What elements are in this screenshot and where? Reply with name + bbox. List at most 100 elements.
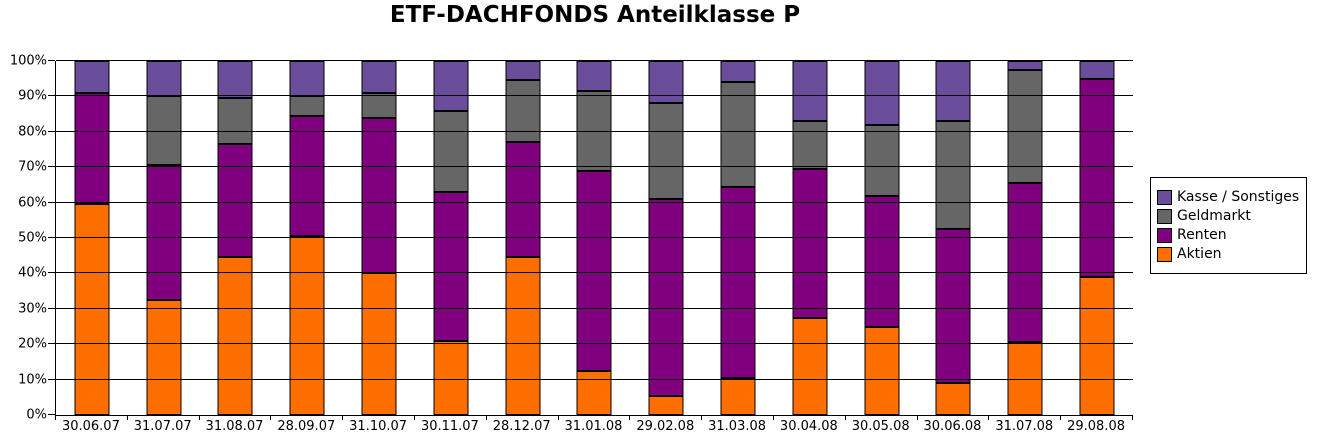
segment-geldmarkt [289, 96, 325, 116]
segment-kasse-sonstiges [792, 61, 828, 122]
gridline-30 [56, 307, 1133, 309]
x-axis-tick [772, 415, 774, 420]
segment-aktien [864, 326, 900, 415]
gridline-50 [56, 237, 1133, 238]
y-axis-tick [48, 95, 55, 97]
x-axis-tick [485, 415, 487, 420]
category-31.10.07 [343, 61, 415, 415]
segment-renten [217, 144, 253, 258]
legend-item-geldmarkt: Geldmarkt [1157, 208, 1300, 224]
stacked-bar-30.06.07 [74, 61, 110, 415]
stacked-bar-28.12.07 [505, 61, 541, 415]
segment-kasse-sonstiges [935, 61, 971, 122]
category-31.03.08 [702, 61, 774, 415]
gridline-20 [56, 343, 1133, 345]
bars-container [56, 61, 1133, 415]
segment-aktien [433, 340, 469, 415]
stacked-bar-29.08.08 [1079, 61, 1115, 415]
gridline-80 [56, 130, 1133, 132]
legend-swatch-icon [1157, 208, 1172, 224]
x-axis-label: 31.07.07 [133, 419, 192, 434]
segment-geldmarkt [505, 80, 541, 143]
legend-label: Aktien [1177, 246, 1222, 262]
gridline-60 [56, 201, 1133, 203]
x-axis-label: 31.07.08 [995, 419, 1054, 434]
stacked-bar-31.08.07 [217, 61, 253, 415]
y-axis-tick [48, 307, 55, 309]
gridline-40 [56, 272, 1133, 274]
x-axis-tick [844, 415, 846, 420]
segment-aktien [74, 204, 110, 415]
category-28.09.07 [271, 61, 343, 415]
y-axis-tick [48, 414, 55, 415]
segment-geldmarkt [1007, 69, 1043, 184]
category-30.05.08 [846, 61, 918, 415]
y-axis-label: 0% [26, 407, 47, 423]
x-axis-label: 31.03.08 [708, 419, 767, 434]
segment-renten [74, 92, 110, 205]
segment-aktien [720, 377, 756, 415]
category-30.04.08 [774, 61, 846, 415]
x-axis-tick [342, 415, 344, 420]
x-axis-label: 29.02.08 [636, 419, 695, 434]
y-axis-label: 100% [9, 53, 47, 69]
segment-geldmarkt [648, 103, 684, 200]
chart-title: ETF-DACHFONDS Anteilklasse P [389, 2, 801, 28]
legend-swatch-icon [1157, 189, 1172, 205]
segment-kasse-sonstiges [289, 61, 325, 97]
segment-aktien [217, 257, 253, 415]
y-axis-tick [48, 378, 55, 380]
stacked-bar-30.05.08 [864, 61, 900, 415]
segment-geldmarkt [433, 110, 469, 192]
x-axis-tick [413, 415, 415, 420]
gridline-90 [56, 95, 1133, 97]
x-axis-label: 29.08.08 [1067, 419, 1125, 434]
x-axis-tick [557, 415, 559, 420]
segment-renten [505, 142, 541, 258]
segment-aktien [146, 299, 182, 415]
segment-kasse-sonstiges [361, 61, 397, 93]
y-axis-label: 10% [18, 372, 47, 388]
segment-kasse-sonstiges [433, 61, 469, 111]
x-axis-label: 31.10.07 [349, 419, 408, 434]
x-axis-label: 30.06.07 [61, 419, 120, 434]
legend-item-renten: Renten [1157, 227, 1300, 243]
y-axis-label: 30% [18, 301, 47, 317]
segment-kasse-sonstiges [648, 61, 684, 104]
segment-aktien [361, 273, 397, 415]
segment-renten [792, 168, 828, 318]
segment-kasse-sonstiges [505, 61, 541, 81]
y-axis-tick [48, 60, 55, 61]
segment-renten [289, 115, 325, 237]
y-axis-label: 90% [18, 88, 47, 104]
stacked-bar-31.07.07 [146, 61, 182, 415]
stacked-bar-30.06.08 [935, 61, 971, 415]
segment-geldmarkt [720, 82, 756, 187]
segment-renten [433, 192, 469, 341]
x-axis-tick [988, 415, 990, 420]
stacked-bar-30.11.07 [433, 61, 469, 415]
segment-renten [361, 117, 397, 274]
segment-renten [1079, 78, 1115, 277]
category-31.07.08 [989, 61, 1061, 415]
segment-geldmarkt [217, 98, 253, 145]
segment-kasse-sonstiges [74, 61, 110, 93]
category-30.06.08 [918, 61, 990, 415]
legend-swatch-icon [1157, 246, 1172, 262]
y-axis-label: 80% [18, 124, 47, 140]
stacked-bar-31.03.08 [720, 61, 756, 415]
x-axis-tick [916, 415, 918, 420]
segment-renten [935, 229, 971, 384]
segment-kasse-sonstiges [864, 61, 900, 125]
category-31.08.07 [200, 61, 272, 415]
x-axis-label: 30.11.07 [420, 419, 479, 434]
category-29.02.08 [630, 61, 702, 415]
legend-item-aktien: Aktien [1157, 246, 1300, 262]
gridline-100 [56, 60, 1133, 61]
gridline-70 [56, 166, 1133, 168]
x-axis-label: 30.05.08 [851, 419, 910, 434]
category-31.01.08 [559, 61, 631, 415]
x-axis-tick [270, 415, 272, 420]
y-axis-label: 40% [18, 265, 47, 281]
